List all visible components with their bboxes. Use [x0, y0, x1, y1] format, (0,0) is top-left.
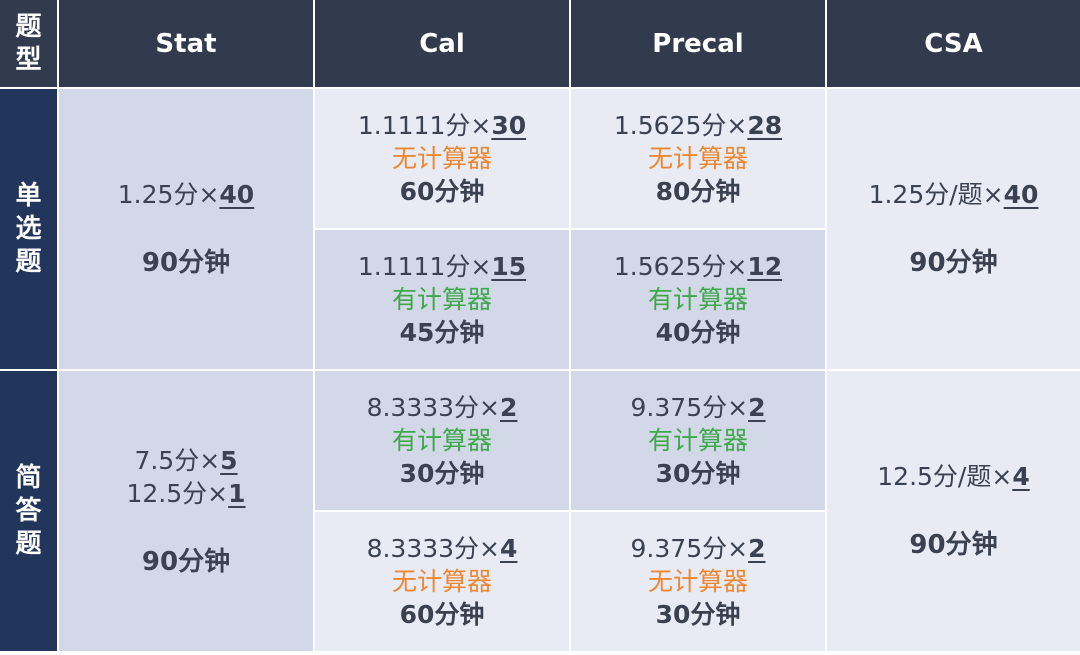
- mcq-precal-calc-cell: 1.5625分×12 有计算器 40分钟: [571, 230, 827, 371]
- frq-precal-calc-cell: 9.375分×2 有计算器 30分钟: [571, 371, 827, 512]
- corner-char: 题: [15, 11, 42, 42]
- column-header-cal: Cal: [315, 0, 571, 89]
- question-count: 2: [748, 393, 766, 422]
- calculator-status: 有计算器: [647, 285, 748, 314]
- mcq-cal-nocalc-cell: 1.1111分×30 无计算器 60分钟: [315, 89, 571, 230]
- time-limit: 30分钟: [655, 459, 741, 488]
- mcq-stat-cell: 1.25分×40 90分钟: [59, 89, 315, 371]
- time-limit: 45分钟: [399, 318, 485, 347]
- question-count: 15: [491, 252, 527, 281]
- score-line: 8.3333分×4: [367, 532, 518, 565]
- mcq-char: 题: [15, 246, 42, 277]
- row-header-frq: 简 答 题: [0, 371, 59, 651]
- row-header-mcq: 单 选 题: [0, 89, 59, 371]
- question-count: 2: [500, 393, 518, 422]
- time-limit: 40分钟: [655, 318, 741, 347]
- score-line: 1.5625分×12: [614, 250, 782, 283]
- time-limit: 90分钟: [141, 546, 231, 577]
- mcq-char: 单: [15, 180, 42, 211]
- time-limit: 90分钟: [141, 248, 231, 278]
- score-text: 7.5分×: [134, 445, 221, 475]
- score-line: 12.5分/题×4: [877, 460, 1029, 493]
- score-text: 1.5625分×: [613, 252, 748, 281]
- question-count: 2: [748, 534, 766, 563]
- question-count: 1: [228, 478, 246, 508]
- score-line: 1.1111分×15: [358, 250, 526, 283]
- mcq-char: 选: [15, 213, 42, 244]
- score-line: 1.25分×40: [118, 178, 254, 211]
- frq-char: 题: [15, 528, 42, 559]
- calculator-status: 有计算器: [391, 285, 492, 314]
- score-text: 1.5625分×: [613, 111, 748, 140]
- frq-char: 答: [15, 495, 42, 526]
- score-line: 1.5625分×28: [614, 109, 782, 142]
- calculator-status: 无计算器: [391, 567, 492, 596]
- question-count: 5: [220, 445, 238, 475]
- score-text: 8.3333分×: [366, 534, 501, 563]
- score-text: 1.25分×: [117, 180, 220, 209]
- time-limit: 90分钟: [909, 248, 998, 278]
- score-line: 1.25分/题×40: [869, 178, 1039, 211]
- score-line: 9.375分×2: [631, 391, 766, 424]
- question-count: 12: [747, 252, 783, 281]
- question-count: 28: [747, 111, 783, 140]
- score-line: 1.1111分×30: [358, 109, 526, 142]
- calculator-status: 无计算器: [647, 567, 748, 596]
- question-count: 30: [491, 111, 527, 140]
- time-limit: 30分钟: [399, 459, 485, 488]
- score-text: 9.375分×: [630, 393, 749, 422]
- score-text: 12.5分×: [126, 478, 229, 508]
- score-text: 1.25分/题×: [868, 180, 1004, 209]
- question-count: 4: [500, 534, 518, 563]
- calculator-status: 有计算器: [647, 426, 748, 455]
- time-limit: 80分钟: [655, 177, 741, 206]
- column-header-stat: Stat: [59, 0, 315, 89]
- calculator-status: 无计算器: [391, 144, 492, 173]
- frq-cal-nocalc-cell: 8.3333分×4 无计算器 60分钟: [315, 512, 571, 651]
- frq-cal-calc-cell: 8.3333分×2 有计算器 30分钟: [315, 371, 571, 512]
- score-line: 7.5分×5: [134, 444, 237, 477]
- corner-header: 题 型: [0, 0, 59, 89]
- frq-csa-cell: 12.5分/题×4 90分钟: [827, 371, 1080, 651]
- frq-precal-nocalc-cell: 9.375分×2 无计算器 30分钟: [571, 512, 827, 651]
- column-header-csa: CSA: [827, 0, 1080, 89]
- mcq-precal-nocalc-cell: 1.5625分×28 无计算器 80分钟: [571, 89, 827, 230]
- time-limit: 60分钟: [399, 177, 485, 206]
- score-line: 8.3333分×2: [367, 391, 518, 424]
- question-count: 4: [1012, 462, 1030, 491]
- frq-stat-cell: 7.5分×5 12.5分×1 90分钟: [59, 371, 315, 651]
- frq-char: 简: [15, 462, 42, 493]
- score-text: 1.1111分×: [357, 252, 492, 281]
- question-count: 40: [1003, 180, 1039, 209]
- time-limit: 90分钟: [909, 530, 998, 560]
- score-text: 1.1111分×: [357, 111, 492, 140]
- time-limit: 30分钟: [655, 600, 741, 629]
- question-count: 40: [219, 180, 255, 209]
- mcq-cal-calc-cell: 1.1111分×15 有计算器 45分钟: [315, 230, 571, 371]
- score-text: 12.5分/题×: [877, 462, 1013, 491]
- column-header-precal: Precal: [571, 0, 827, 89]
- score-text: 8.3333分×: [366, 393, 501, 422]
- score-text: 9.375分×: [630, 534, 749, 563]
- corner-char: 型: [15, 44, 42, 75]
- calculator-status: 无计算器: [647, 144, 748, 173]
- score-line: 9.375分×2: [631, 532, 766, 565]
- mcq-csa-cell: 1.25分/题×40 90分钟: [827, 89, 1080, 371]
- time-limit: 60分钟: [399, 600, 485, 629]
- score-line: 12.5分×1: [126, 477, 245, 510]
- calculator-status: 有计算器: [391, 426, 492, 455]
